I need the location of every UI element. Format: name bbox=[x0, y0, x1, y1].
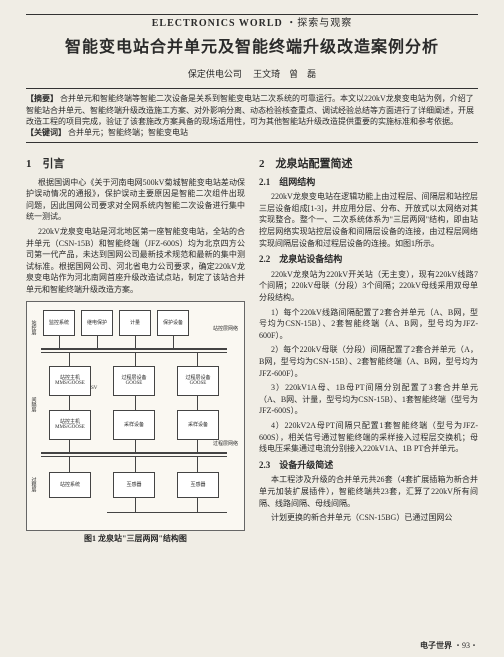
label-sv-1: SV bbox=[91, 386, 97, 393]
layer-label-jgc: 间隔层 bbox=[29, 397, 36, 412]
author-names: 王文琦 曾 磊 bbox=[253, 69, 316, 79]
dev-mms-2: 站控主机 MMS/GOOSE bbox=[49, 410, 91, 440]
dev-gb2: 过程层设备 GOOSE bbox=[177, 366, 219, 396]
section-1-heading: 1 引言 bbox=[26, 157, 245, 171]
conn-18 bbox=[197, 498, 198, 512]
affiliation: 保定供电公司 bbox=[188, 69, 242, 79]
ground-bus bbox=[107, 512, 227, 513]
dev-hhb: 保护设备 bbox=[157, 310, 189, 336]
conn-6 bbox=[135, 352, 136, 366]
conn-16 bbox=[197, 456, 198, 472]
conn-9 bbox=[135, 396, 136, 410]
section-2-2-p2: 1）每个220kV线路间隔配置了2套合并单元（A、B网，型号均为CSN-15B）… bbox=[259, 307, 478, 342]
header-rule bbox=[26, 14, 478, 15]
abstract-label: 【摘要】 bbox=[26, 94, 58, 103]
dev-cd1: 采样设备 bbox=[113, 410, 155, 440]
col-right: 2 龙泉站配置简述 2.1 组网结构 220kV龙泉变电站在逻辑功能上由过程层、… bbox=[259, 151, 478, 545]
dev-cd2: 采样设备 bbox=[177, 410, 219, 440]
footer: 电子世界 ・93・ bbox=[420, 641, 478, 651]
section-2-1-heading: 2.1 组网结构 bbox=[259, 177, 478, 189]
dev-gb1: 过程层设备 GOOSE bbox=[113, 366, 155, 396]
layer-label-zhk: 站控层 bbox=[29, 320, 36, 335]
conn-8 bbox=[69, 396, 70, 410]
label-bus1: 站控层网络 bbox=[213, 327, 238, 334]
conn-7 bbox=[197, 352, 198, 366]
dev-hb-1: 互感器 bbox=[113, 472, 155, 498]
conn-15 bbox=[135, 456, 136, 472]
conn-3 bbox=[135, 336, 136, 348]
conn-12 bbox=[135, 440, 136, 452]
keywords-label: 【关键词】 bbox=[26, 128, 66, 137]
running-header: ELECTRONICS WORLD ・探索与观察 bbox=[26, 17, 478, 30]
article-title: 智能变电站合并单元及智能终端升级改造案例分析 bbox=[26, 38, 478, 59]
col-left: 1 引言 根据国调中心《关于河南电网500kV菊城智能变电站差动保护误动情况的通… bbox=[26, 151, 245, 545]
section-2-2-p3: 2）每个220kV母联（分段）间隔配置了2套合并单元（A，B网，型号均为CSN-… bbox=[259, 344, 478, 379]
section-2-2-p1: 220kV龙泉站为220kV开关站（无主变），现有220kV线路7个间隔；220… bbox=[259, 269, 478, 304]
keywords: 【关键词】 合并单元；智能终端；智能变电站 bbox=[26, 127, 478, 138]
section-2-2-p5: 4）220kV2A母PT间隔只配置1套智能终端（型号为JFZ-600S），相关信… bbox=[259, 420, 478, 455]
keywords-text: 合并单元；智能终端；智能变电站 bbox=[68, 128, 188, 137]
label-bus2: 过程层网络 bbox=[213, 442, 238, 449]
figure-1: 站控层 间隔层 过程层 监控系统 继电保护 计量 保护设备 站控层网络 bbox=[26, 301, 245, 544]
abstract: 【摘要】 合并单元和智能终端等智能二次设备是关系到智能变电站二次系统的可靠运行。… bbox=[26, 93, 478, 127]
abstract-box: 【摘要】 合并单元和智能终端等智能二次设备是关系到智能变电站二次系统的可靠运行。… bbox=[26, 88, 478, 143]
section-2-heading: 2 龙泉站配置简述 bbox=[259, 157, 478, 171]
figure-1-box: 站控层 间隔层 过程层 监控系统 继电保护 计量 保护设备 站控层网络 bbox=[26, 301, 245, 531]
conn-14 bbox=[69, 456, 70, 472]
section-1-p1: 根据国调中心《关于河南电网500kV菊城智能变电站差动保护误动情况的通报》，保护… bbox=[26, 177, 245, 223]
conn-10 bbox=[197, 396, 198, 410]
section-1-p2: 220kV龙泉变电站是河北地区第一座智能变电站，全站的合并单元（CSN-15B）… bbox=[26, 226, 245, 296]
layer-label-gcc: 过程层 bbox=[29, 477, 36, 492]
journal-name: ELECTRONICS WORLD bbox=[152, 18, 283, 29]
dev-relay: 继电保护 bbox=[81, 310, 113, 336]
conn-11 bbox=[69, 440, 70, 452]
dev-mms-1: 站控主机 MMS/GOOSE bbox=[49, 366, 91, 396]
author-line: 保定供电公司 王文琦 曾 磊 bbox=[26, 69, 478, 81]
process-bus bbox=[41, 452, 227, 454]
columns: 1 引言 根据国调中心《关于河南电网500kV菊城智能变电站差动保护误动情况的通… bbox=[26, 151, 478, 545]
section-2-1-p1: 220kV龙泉变电站在逻辑功能上由过程层、间隔层和站控层三层设备组成[1-3]，… bbox=[259, 191, 478, 249]
section-2-2-heading: 2.2 龙泉站设备结构 bbox=[259, 254, 478, 266]
section-2-3-p1: 本工程涉及升级的合并单元共26套（4套扩展插箱为新合并单元加装扩展插件），智能终… bbox=[259, 474, 478, 509]
dev-mon: 监控系统 bbox=[43, 310, 75, 336]
conn-5 bbox=[69, 352, 70, 366]
conn-4 bbox=[173, 336, 174, 348]
dev-hb-2: 互感器 bbox=[177, 472, 219, 498]
station-bus bbox=[41, 348, 227, 350]
section-2-3-p2: 计划更换的新合并单元（CSN-15BG）已通过国网公 bbox=[259, 512, 478, 524]
conn-1 bbox=[59, 336, 60, 348]
section-2-3-heading: 2.3 设备升级简述 bbox=[259, 460, 478, 472]
figure-1-caption: 图1 龙泉站"三层两网"结构图 bbox=[26, 534, 245, 544]
dev-jlc: 计量 bbox=[119, 310, 151, 336]
conn-2 bbox=[97, 336, 98, 348]
abstract-text: 合并单元和智能终端等智能二次设备是关系到智能变电站二次系统的可靠运行。本文以22… bbox=[26, 94, 474, 125]
dev-hub: 站控系统 bbox=[49, 472, 91, 498]
page: ELECTRONICS WORLD ・探索与观察 智能变电站合并单元及智能终端升… bbox=[0, 0, 504, 657]
conn-17 bbox=[135, 498, 136, 512]
section-2-2-p4: 3）220kV1A母、1B母PT间隔分别配置了3套合并单元（A、B网、计量，型号… bbox=[259, 382, 478, 417]
footer-page: ・93・ bbox=[454, 641, 478, 650]
conn-13 bbox=[197, 440, 198, 452]
journal-section: ・探索与观察 bbox=[286, 18, 352, 29]
footer-magazine: 电子世界 bbox=[420, 641, 452, 650]
